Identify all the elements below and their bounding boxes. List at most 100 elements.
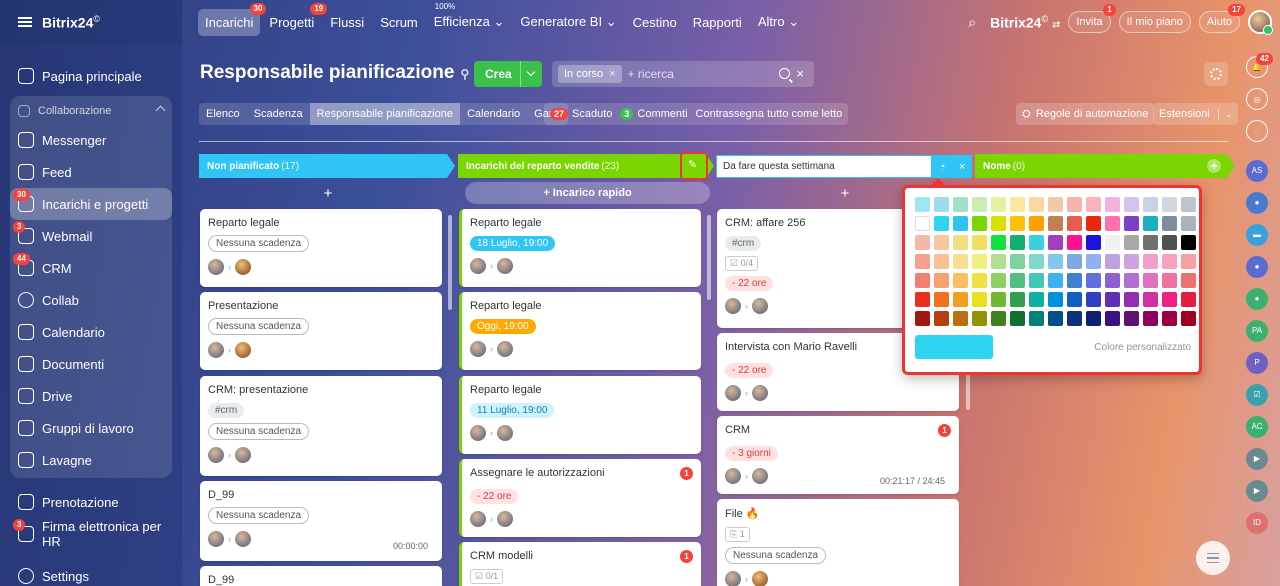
- color-swatch[interactable]: [1029, 254, 1044, 269]
- nav-reports[interactable]: Rapporti: [692, 14, 742, 30]
- deadline-tag[interactable]: - 22 ore: [725, 276, 774, 291]
- column-header-sales[interactable]: Incarichi del reparto vendite (23): [458, 154, 714, 178]
- scrollbar[interactable]: [448, 215, 452, 310]
- color-swatch[interactable]: [1143, 197, 1158, 212]
- avatar[interactable]: [725, 468, 741, 484]
- video-icon[interactable]: ▶: [1246, 448, 1268, 470]
- add-task-unplanned[interactable]: +: [323, 184, 333, 202]
- task-title[interactable]: CRM: [725, 424, 751, 436]
- color-swatch[interactable]: [991, 311, 1006, 326]
- task-title[interactable]: CRM modelli: [470, 550, 533, 562]
- deadline-tag[interactable]: 18 Luglio, 19:00: [470, 236, 556, 251]
- tab-calendar[interactable]: Calendario: [466, 108, 521, 120]
- group-icon[interactable]: ●: [1246, 256, 1268, 278]
- sidebar-item-messenger[interactable]: Messenger: [10, 124, 172, 156]
- color-swatch[interactable]: [1010, 197, 1025, 212]
- custom-color-link[interactable]: Colore personalizzato: [1094, 342, 1191, 353]
- tab-list[interactable]: Elenco: [206, 108, 240, 120]
- clear-icon[interactable]: ×: [796, 66, 804, 81]
- color-swatch[interactable]: [1105, 254, 1120, 269]
- task-title[interactable]: CRM: affare 256: [725, 217, 806, 229]
- pencil-icon[interactable]: ✎: [688, 159, 698, 171]
- task-card[interactable]: Reparto legale Nessuna scadenza ›: [200, 209, 442, 287]
- deadline-tag[interactable]: - 3 giorni: [725, 446, 778, 461]
- color-swatch[interactable]: [1086, 254, 1101, 269]
- color-swatch[interactable]: [1086, 273, 1101, 288]
- nav-bi[interactable]: Generatore BI ⌄: [520, 14, 617, 29]
- task-card[interactable]: CRM: presentazione #crm Nessuna scadenza…: [200, 376, 442, 476]
- settings-button[interactable]: [1204, 62, 1228, 86]
- color-swatch[interactable]: [991, 273, 1006, 288]
- color-swatch[interactable]: [1048, 311, 1063, 326]
- color-swatch[interactable]: [1029, 235, 1044, 250]
- color-swatch[interactable]: [972, 311, 987, 326]
- sidebar-item-feed[interactable]: Feed: [10, 156, 172, 188]
- task-card[interactable]: Reparto legale 18 Luglio, 19:00 ›: [459, 209, 701, 287]
- color-swatch[interactable]: [1124, 216, 1139, 231]
- menu-fab[interactable]: [1196, 541, 1230, 575]
- color-swatch[interactable]: [1181, 254, 1196, 269]
- avatar[interactable]: PA: [1246, 320, 1268, 342]
- deadline-tag[interactable]: 11 Luglio, 19:00: [470, 403, 555, 418]
- scrollbar[interactable]: [707, 215, 711, 300]
- sidebar-item-calendar[interactable]: Calendario: [10, 316, 172, 348]
- avatar[interactable]: [470, 341, 486, 357]
- color-swatch[interactable]: [953, 273, 968, 288]
- color-swatch[interactable]: [1162, 273, 1177, 288]
- help-button[interactable]: Aiuto 17: [1198, 4, 1245, 33]
- search-icon[interactable]: ⌕: [968, 13, 977, 30]
- task-title[interactable]: CRM: presentazione: [208, 384, 309, 396]
- checklist-tag[interactable]: ☑ 0/1: [470, 569, 504, 584]
- color-swatch[interactable]: [1048, 254, 1063, 269]
- color-swatch[interactable]: [972, 197, 987, 212]
- avatar[interactable]: [725, 571, 741, 586]
- task-card[interactable]: CRM modelli 1 ☑ 0/1: [459, 542, 701, 586]
- comment-badge[interactable]: 1: [938, 424, 951, 437]
- avatar[interactable]: P: [1246, 352, 1268, 374]
- comments-counter[interactable]: 3 Commenti: [620, 108, 688, 120]
- hashtag[interactable]: #crm: [725, 236, 762, 251]
- color-swatch[interactable]: [1086, 292, 1101, 307]
- nav-more[interactable]: Altro ⌄: [757, 14, 800, 29]
- task-card[interactable]: Reparto legale 11 Luglio, 19:00 ›: [459, 376, 701, 454]
- tab-planner[interactable]: Responsabile pianificazione: [309, 103, 460, 125]
- color-swatch[interactable]: [1162, 216, 1177, 231]
- chat-icon[interactable]: ▬: [1246, 224, 1268, 246]
- video-icon[interactable]: ▶: [1246, 480, 1268, 502]
- color-swatch[interactable]: [1105, 311, 1120, 326]
- deadline-tag[interactable]: Nessuna scadenza: [725, 547, 827, 564]
- avatar[interactable]: [752, 298, 768, 314]
- color-swatch[interactable]: [1048, 216, 1063, 231]
- column-title-input[interactable]: [717, 156, 927, 176]
- color-swatch[interactable]: [1086, 235, 1101, 250]
- color-swatch[interactable]: [991, 254, 1006, 269]
- sidebar-item-sign[interactable]: 3 Firma elettronica per HR: [10, 518, 172, 550]
- color-swatch[interactable]: [1086, 311, 1101, 326]
- task-title[interactable]: Reparto legale: [470, 300, 542, 312]
- color-swatch[interactable]: [934, 292, 949, 307]
- color-swatch[interactable]: [1105, 216, 1120, 231]
- task-title[interactable]: Reparto legale: [470, 217, 542, 229]
- sidebar-item-tasks[interactable]: 30 Incarichi e progetti: [10, 188, 172, 220]
- nav-projects[interactable]: Progetti 19: [262, 2, 328, 36]
- sidebar-item-crm[interactable]: 44 CRM: [10, 252, 172, 284]
- color-swatch[interactable]: [1067, 197, 1082, 212]
- color-swatch[interactable]: [1162, 197, 1177, 212]
- tab-deadline[interactable]: Scadenza: [253, 108, 303, 120]
- color-swatch[interactable]: [1067, 311, 1082, 326]
- avatar[interactable]: [725, 298, 741, 314]
- color-swatch[interactable]: [1181, 216, 1196, 231]
- avatar[interactable]: [235, 447, 251, 463]
- color-swatch[interactable]: [953, 254, 968, 269]
- color-swatch[interactable]: [1162, 311, 1177, 326]
- color-swatch[interactable]: [1029, 292, 1044, 307]
- user-avatar[interactable]: [1248, 10, 1273, 35]
- color-swatch[interactable]: [1048, 197, 1063, 212]
- search-bar[interactable]: In corso× ×: [552, 61, 814, 87]
- color-swatch[interactable]: [972, 292, 987, 307]
- color-swatch[interactable]: [1067, 216, 1082, 231]
- color-swatch[interactable]: [972, 273, 987, 288]
- color-swatch[interactable]: [1124, 311, 1139, 326]
- extensions-button[interactable]: Estensioni ⌄: [1153, 103, 1239, 125]
- avatar[interactable]: [497, 258, 513, 274]
